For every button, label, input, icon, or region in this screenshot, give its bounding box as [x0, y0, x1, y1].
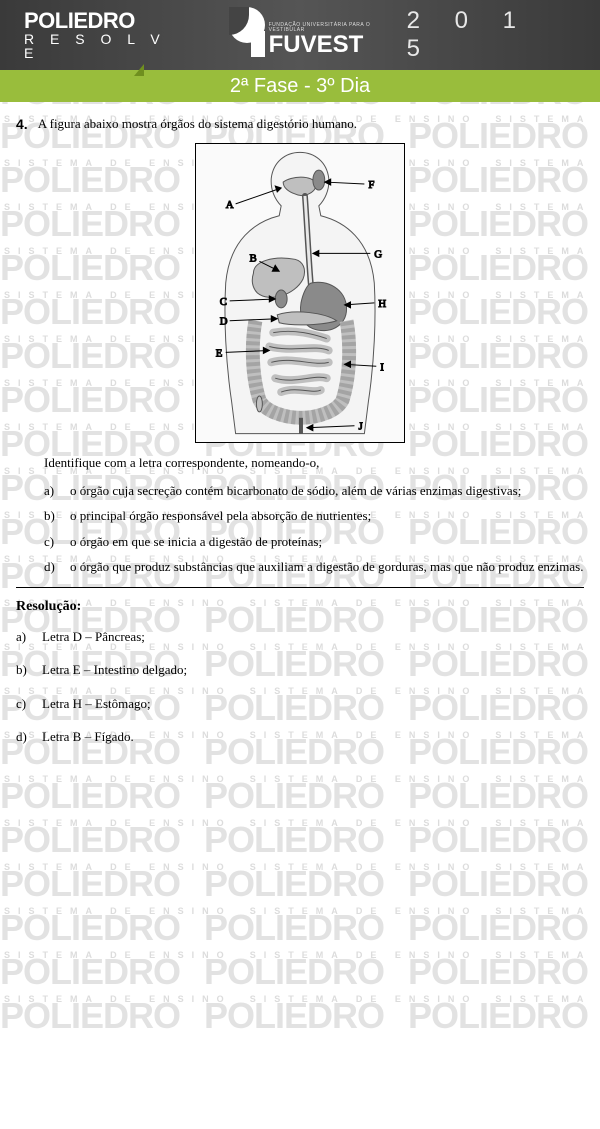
question-stem-row: 4. A figura abaixo mostra órgãos do sist…: [16, 114, 584, 135]
item-label: d): [44, 557, 62, 577]
answer-label: d): [16, 727, 34, 747]
figure-label-a: A: [226, 199, 234, 211]
answer-label: b): [16, 660, 34, 680]
answer-text: Letra H – Estômago;: [42, 694, 151, 714]
figure-label-c: C: [220, 296, 227, 308]
answer-label: a): [16, 627, 34, 647]
fuvest-icon: [229, 13, 265, 57]
item-text: o órgão cuja secreção contém bicarbonato…: [70, 481, 521, 501]
header-bar: POLIEDRO R E S O L V E FUNDAÇÃO UNIVERSI…: [0, 0, 600, 70]
phase-band: 2ª Fase - 3º Dia: [0, 70, 600, 102]
question-stem: A figura abaixo mostra órgãos do sistema…: [38, 114, 357, 135]
fuvest-title: FUVEST: [269, 33, 407, 57]
item-text: o órgão que produz substâncias que auxil…: [70, 557, 583, 577]
poliedro-logo-line1: POLIEDRO: [24, 10, 189, 32]
exam-year: 2 0 1 5: [407, 7, 576, 63]
resolution-section: Resolução: a) Letra D – Pâncreas; b) Let…: [16, 596, 584, 747]
answer-text: Letra D – Pâncreas;: [42, 627, 145, 647]
figure-label-e: E: [216, 347, 223, 359]
question-item: a) o órgão cuja secreção contém bicarbon…: [44, 481, 584, 501]
fuvest-logo: FUNDAÇÃO UNIVERSITÁRIA PARA O VESTIBULAR…: [229, 13, 407, 57]
figure-label-b: B: [249, 252, 256, 264]
question-item: c) o órgão em que se inicia a digestão d…: [44, 532, 584, 552]
item-label: c): [44, 532, 62, 552]
resolution-answer: c) Letra H – Estômago;: [16, 694, 584, 714]
item-text: o principal órgão responsável pela absor…: [70, 506, 371, 526]
item-text: o órgão em que se inicia a digestão de p…: [70, 532, 322, 552]
answer-text: Letra E – Intestino delgado;: [42, 660, 187, 680]
page-content: 4. A figura abaixo mostra órgãos do sist…: [0, 102, 600, 747]
question-item: d) o órgão que produz substâncias que au…: [44, 557, 584, 577]
digestive-system-figure: A F G B C H: [195, 143, 405, 443]
figure-label-i: I: [380, 361, 384, 373]
poliedro-logo-line2: R E S O L V E: [24, 32, 189, 60]
figure-label-j: J: [358, 421, 362, 433]
item-label: b): [44, 506, 62, 526]
resolution-answer: a) Letra D – Pâncreas;: [16, 627, 584, 647]
resolution-answer: d) Letra B – Fígado.: [16, 727, 584, 747]
figure-label-f: F: [368, 179, 374, 191]
phase-band-text: 2ª Fase - 3º Dia: [230, 75, 370, 98]
section-divider: [16, 587, 584, 588]
question-instruction: Identifique com a letra correspondente, …: [44, 453, 584, 473]
question-item: b) o principal órgão responsável pela ab…: [44, 506, 584, 526]
figure-label-g: G: [374, 248, 382, 260]
question-items: a) o órgão cuja secreção contém bicarbon…: [16, 481, 584, 577]
answer-text: Letra B – Fígado.: [42, 727, 134, 747]
poliedro-logo: POLIEDRO R E S O L V E: [24, 10, 189, 60]
figure-label-h: H: [378, 298, 386, 310]
item-label: a): [44, 481, 62, 501]
question-number: 4.: [16, 114, 28, 135]
answer-label: c): [16, 694, 34, 714]
resolution-answer: b) Letra E – Intestino delgado;: [16, 660, 584, 680]
figure-label-d: D: [220, 316, 228, 328]
resolution-title: Resolução:: [16, 596, 584, 617]
